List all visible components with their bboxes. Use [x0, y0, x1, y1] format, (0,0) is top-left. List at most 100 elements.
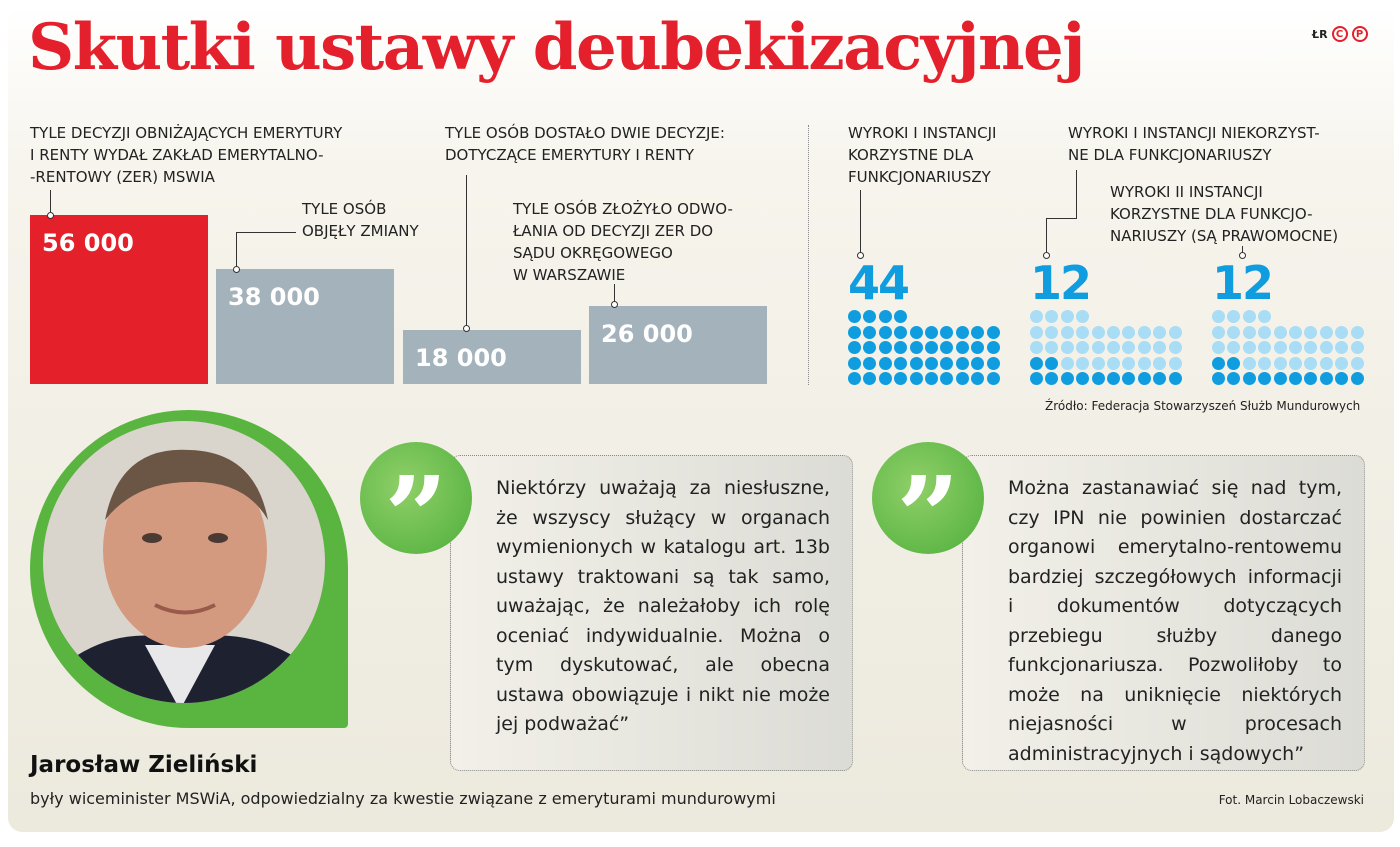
dot-mark: [925, 325, 938, 339]
dot-mark: [1045, 372, 1059, 386]
dot-mark: [1122, 356, 1136, 370]
dot-mark: [894, 310, 908, 323]
dot-mark: [1258, 325, 1272, 339]
dot-mark: [1045, 356, 1059, 370]
dot-mark: [1137, 341, 1151, 355]
dot-mark: [1273, 356, 1287, 370]
dot-mark: [971, 372, 985, 386]
dot-mark: [925, 356, 938, 370]
dot-mark: [1212, 356, 1225, 370]
dot-mark: [940, 356, 954, 370]
dot-mark: [1060, 310, 1074, 323]
dots2-label: Wyroki I instancji niekorzyst- ne dla fu…: [1068, 124, 1320, 164]
dot-mark: [1304, 325, 1318, 339]
bar-value-label: 26 000: [601, 319, 693, 348]
dot-mark: [1350, 341, 1364, 355]
dot-mark: [1289, 341, 1302, 355]
dot-mark: [1122, 372, 1136, 386]
dot-mark: [1168, 341, 1182, 355]
dot-mark: [971, 341, 985, 355]
dot-mark: [1076, 356, 1090, 370]
dot-mark: [940, 372, 954, 386]
dot-mark: [848, 356, 861, 370]
dot-mark: [848, 310, 861, 323]
dot-mark: [1242, 356, 1256, 370]
photo-frame: [30, 410, 348, 728]
dot-mark: [878, 341, 892, 355]
dot-mark: [909, 356, 923, 370]
dot-mark: [1227, 356, 1241, 370]
dot-mark: [1060, 325, 1074, 339]
dot-mark: [1060, 372, 1074, 386]
dot-mark: [1242, 310, 1256, 323]
dot-mark: [1076, 325, 1090, 339]
dot-mark: [909, 341, 923, 355]
dot-mark: [1319, 325, 1333, 339]
quote-2: Można zastanawiać się nad tym, czy IPN n…: [1008, 477, 1342, 765]
dot-mark: [1335, 341, 1349, 355]
dot-mark: [1289, 356, 1302, 370]
dot-mark: [1304, 341, 1318, 355]
dot-mark: [971, 325, 985, 339]
dot-mark: [1076, 372, 1090, 386]
dot-mark: [863, 310, 877, 323]
dot-mark: [1258, 372, 1272, 386]
dot-count-3: 12: [1212, 256, 1274, 310]
dot-mark: [894, 325, 908, 339]
dot-mark: [848, 341, 861, 355]
dot-mark: [1122, 341, 1136, 355]
dot-mark: [1273, 341, 1287, 355]
dot-mark: [1242, 325, 1256, 339]
dot-mark: [1045, 341, 1059, 355]
dot-mark: [1242, 372, 1256, 386]
dot-mark: [1319, 341, 1333, 355]
dot-mark: [1304, 356, 1318, 370]
dot-mark: [1227, 325, 1241, 339]
bar-4: 26 000: [589, 305, 767, 384]
dot-mark: [1107, 372, 1120, 386]
dots3-label: Wyroki II instancji korzystne dla funkcj…: [1110, 183, 1339, 245]
dot-mark: [1091, 341, 1105, 355]
dot-mark: [909, 372, 923, 386]
divider: [808, 125, 809, 385]
dot-mark: [925, 372, 938, 386]
dot-mark: [1258, 310, 1272, 323]
dot-mark: [894, 341, 908, 355]
dot-mark: [1304, 372, 1318, 386]
dot-mark: [1153, 341, 1167, 355]
quote-box-2: [962, 455, 1365, 771]
dot-mark: [1091, 325, 1105, 339]
dot-mark: [1273, 325, 1287, 339]
quote-box-1: [450, 455, 853, 771]
dot-mark: [1227, 310, 1241, 323]
dot-mark: [1107, 341, 1120, 355]
dot-mark: [971, 356, 985, 370]
dot-mark: [1030, 325, 1043, 339]
dot-mark: [1212, 372, 1225, 386]
dot-mark: [1030, 310, 1043, 323]
dot-mark: [940, 325, 954, 339]
dot-mark: [894, 356, 908, 370]
dot-mark: [1107, 325, 1120, 339]
dot-mark: [1153, 356, 1167, 370]
bar3-label: Tyle osób dostało dwie decyzje: dotycząc…: [445, 124, 725, 164]
dot-mark: [1212, 341, 1225, 355]
dot-count-1: 44: [848, 256, 910, 310]
dot-mark: [1289, 325, 1302, 339]
dot-mark: [986, 341, 1000, 355]
dot-mark: [1076, 310, 1090, 323]
dot-mark: [878, 356, 892, 370]
dot-mark: [1212, 325, 1225, 339]
dot-mark: [848, 372, 861, 386]
dot-mark: [1091, 372, 1105, 386]
dot-mark: [863, 372, 877, 386]
dot-mark: [1091, 356, 1105, 370]
dot-mark: [986, 356, 1000, 370]
dot-mark: [848, 325, 861, 339]
bar-value-label: 56 000: [42, 229, 134, 257]
dot-mark: [1350, 356, 1364, 370]
dot-mark: [1350, 372, 1364, 386]
dot-mark: [925, 341, 938, 355]
bar1-label: Tyle decyzji obniżających emerytury i re…: [30, 124, 343, 186]
bar-value-label: 38 000: [228, 283, 320, 312]
